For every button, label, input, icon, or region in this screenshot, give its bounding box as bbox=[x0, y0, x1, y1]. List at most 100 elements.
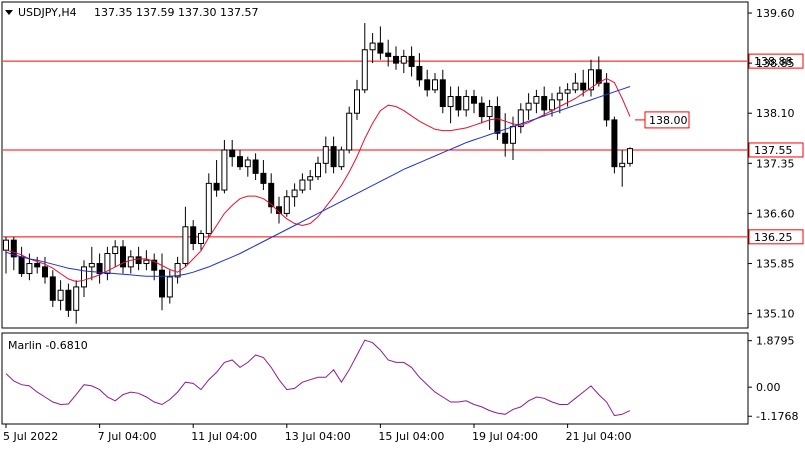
symbol-label: USDJPY,H4 bbox=[18, 6, 77, 19]
candle-body bbox=[3, 239, 9, 251]
candle-body bbox=[182, 226, 189, 265]
candle-body bbox=[221, 149, 228, 191]
candle-body bbox=[252, 159, 259, 174]
y-tick-label: 136.60 bbox=[756, 207, 795, 220]
x-tick-label: 19 Jul 04:00 bbox=[472, 430, 538, 443]
level-tag-label: 137.55 bbox=[754, 144, 793, 157]
candle-body bbox=[18, 256, 25, 275]
price-marker: 138.00 bbox=[635, 111, 690, 129]
candle-body bbox=[260, 172, 267, 184]
candle-body bbox=[88, 263, 95, 268]
candle-body bbox=[291, 189, 298, 198]
y-tick-label: 139.60 bbox=[756, 7, 795, 20]
candle-body bbox=[377, 42, 384, 54]
candle-body bbox=[299, 179, 306, 191]
candle-body bbox=[166, 276, 173, 298]
candle-body bbox=[361, 49, 368, 91]
candle-body bbox=[244, 159, 251, 168]
candle-body bbox=[112, 246, 119, 255]
candle-body bbox=[588, 69, 594, 91]
oscillator-series bbox=[5, 339, 631, 417]
candle-body bbox=[26, 263, 33, 275]
candle-body bbox=[494, 106, 501, 134]
candle-body bbox=[283, 196, 290, 214]
indicator-axis: 1.8795 0.00 -1.1768 bbox=[748, 335, 798, 423]
x-tick-label: 21 Jul 04:00 bbox=[566, 430, 632, 443]
level-tag bbox=[748, 142, 804, 158]
candle-body bbox=[603, 82, 610, 121]
candle-body bbox=[533, 96, 540, 104]
ind-tick-label: -1.1768 bbox=[756, 410, 798, 423]
candle-body bbox=[190, 226, 197, 244]
candle-body bbox=[627, 148, 633, 164]
moving-averages bbox=[5, 77, 631, 283]
ind-tick-label: 0.00 bbox=[756, 381, 781, 394]
candle-body bbox=[322, 146, 329, 164]
x-tick-label: 5 Jul 2022 bbox=[3, 430, 58, 443]
candle-body bbox=[525, 102, 532, 111]
candle-body bbox=[135, 256, 142, 265]
candle-body bbox=[408, 55, 415, 67]
candle-body bbox=[73, 286, 80, 311]
time-axis: 5 Jul 2022 7 Jul 04:00 11 Jul 04:00 13 Jul … bbox=[3, 424, 632, 443]
candle-body bbox=[541, 96, 548, 111]
indicator-label: Marlin -0.6810 bbox=[8, 339, 88, 352]
candle-body bbox=[268, 182, 275, 208]
candle-body bbox=[96, 263, 103, 275]
candle-body bbox=[424, 79, 431, 91]
level-tag-label: 136.25 bbox=[754, 231, 793, 244]
candle-body bbox=[104, 253, 111, 275]
x-tick-label: 15 Jul 04:00 bbox=[378, 430, 444, 443]
candle-body bbox=[307, 176, 314, 181]
candle-body bbox=[549, 99, 555, 111]
candle-body bbox=[10, 239, 17, 258]
candle-body bbox=[81, 266, 87, 288]
candle-body bbox=[510, 126, 516, 144]
candle-body bbox=[34, 263, 41, 268]
candle-body bbox=[564, 89, 571, 94]
candle-body bbox=[572, 82, 579, 91]
candle-body bbox=[346, 112, 353, 151]
candle-body bbox=[416, 65, 423, 81]
main-panel-frame bbox=[1, 1, 749, 329]
candle-body bbox=[463, 96, 470, 111]
y-tick-label: 138.85 bbox=[756, 57, 795, 70]
candle-body bbox=[120, 246, 126, 268]
candle-body bbox=[205, 182, 212, 234]
candle-body bbox=[595, 69, 602, 84]
candle-body bbox=[198, 232, 204, 244]
candle-body bbox=[611, 119, 618, 168]
level-tag bbox=[748, 53, 804, 69]
candle-body bbox=[49, 276, 56, 301]
indicator-panel-frame bbox=[1, 332, 749, 425]
candle-body bbox=[580, 82, 587, 91]
y-tick-label: 138.10 bbox=[756, 107, 795, 120]
candle-body bbox=[315, 162, 321, 178]
candle-body bbox=[455, 96, 462, 111]
candle-body bbox=[486, 106, 493, 118]
level-tag-label: 138.88 bbox=[754, 55, 793, 68]
candle-body bbox=[432, 79, 438, 91]
marker-box bbox=[644, 111, 690, 129]
candle-body bbox=[439, 79, 446, 108]
marker-label: 138.00 bbox=[649, 114, 688, 127]
x-tick-label: 13 Jul 04:00 bbox=[285, 430, 351, 443]
candle-body bbox=[213, 182, 220, 191]
candle-body bbox=[229, 149, 236, 158]
candle-body bbox=[338, 149, 345, 168]
candle-body bbox=[400, 55, 407, 64]
oscillator-line bbox=[5, 339, 631, 417]
candle-body bbox=[57, 289, 64, 301]
candle-body bbox=[502, 132, 509, 144]
ohlc-values: 137.35 137.59 137.30 137.57 bbox=[94, 6, 258, 19]
fast-ma-line bbox=[5, 77, 631, 283]
x-tick-label: 11 Jul 04:00 bbox=[191, 430, 257, 443]
candle-body bbox=[478, 102, 485, 118]
y-tick-label: 135.85 bbox=[756, 258, 795, 271]
dropdown-triangle-icon[interactable] bbox=[5, 10, 13, 15]
candle-body bbox=[556, 92, 563, 101]
ind-tick-label: 1.8795 bbox=[756, 335, 795, 348]
